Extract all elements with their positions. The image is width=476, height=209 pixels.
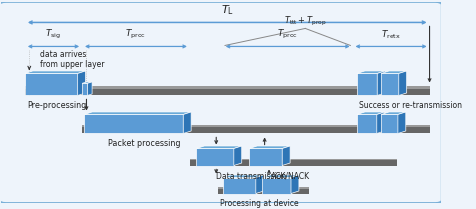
Polygon shape bbox=[399, 71, 407, 96]
Polygon shape bbox=[25, 71, 86, 73]
Polygon shape bbox=[357, 112, 385, 115]
Bar bbox=[357, 73, 377, 96]
Text: $T_\mathrm{ttt} + T_\mathrm{prop}$: $T_\mathrm{ttt} + T_\mathrm{prop}$ bbox=[284, 15, 327, 28]
Text: $T_\mathrm{proc}$: $T_\mathrm{proc}$ bbox=[125, 28, 147, 41]
Text: Pre-processing: Pre-processing bbox=[27, 102, 86, 111]
Polygon shape bbox=[234, 146, 242, 166]
Polygon shape bbox=[381, 71, 407, 73]
Text: $T_\mathrm{proc}$: $T_\mathrm{proc}$ bbox=[277, 28, 298, 41]
Bar bbox=[25, 87, 429, 89]
Polygon shape bbox=[377, 71, 385, 96]
Polygon shape bbox=[256, 175, 264, 194]
Text: Processing at device: Processing at device bbox=[220, 199, 298, 208]
Polygon shape bbox=[249, 146, 290, 149]
Polygon shape bbox=[262, 175, 299, 177]
Polygon shape bbox=[84, 112, 191, 115]
Bar bbox=[357, 115, 377, 134]
Text: Data transmission: Data transmission bbox=[216, 172, 287, 181]
Bar bbox=[262, 177, 291, 194]
Text: ACK/NACK: ACK/NACK bbox=[271, 172, 310, 181]
Polygon shape bbox=[88, 82, 92, 96]
Text: $T_\mathrm{retx}$: $T_\mathrm{retx}$ bbox=[381, 29, 401, 41]
FancyBboxPatch shape bbox=[0, 2, 442, 203]
Polygon shape bbox=[197, 146, 242, 149]
Bar bbox=[25, 87, 429, 96]
Bar bbox=[197, 149, 234, 166]
Bar bbox=[84, 115, 183, 134]
Bar bbox=[223, 177, 256, 194]
Polygon shape bbox=[357, 71, 385, 73]
Polygon shape bbox=[78, 71, 86, 96]
Bar bbox=[82, 125, 429, 134]
Bar bbox=[218, 187, 308, 189]
Polygon shape bbox=[282, 146, 290, 166]
Bar bbox=[82, 83, 88, 96]
Text: Packet processing: Packet processing bbox=[109, 139, 181, 148]
Bar bbox=[25, 73, 78, 96]
Bar bbox=[190, 158, 397, 166]
Bar bbox=[249, 149, 282, 166]
Text: Success or re-transmission: Success or re-transmission bbox=[359, 102, 462, 111]
Polygon shape bbox=[377, 112, 385, 134]
Text: data arrives
from upper layer: data arrives from upper layer bbox=[40, 50, 105, 69]
Bar bbox=[82, 125, 429, 127]
Polygon shape bbox=[223, 175, 264, 177]
Polygon shape bbox=[82, 82, 92, 83]
Bar bbox=[190, 158, 397, 160]
Text: $T_\mathrm{sig}$: $T_\mathrm{sig}$ bbox=[46, 28, 61, 41]
Bar bbox=[381, 115, 398, 134]
Bar bbox=[218, 187, 308, 194]
Polygon shape bbox=[291, 175, 299, 194]
Polygon shape bbox=[381, 112, 406, 115]
Text: $T_\mathrm{L}$: $T_\mathrm{L}$ bbox=[221, 4, 234, 17]
Polygon shape bbox=[183, 112, 191, 134]
Polygon shape bbox=[398, 112, 406, 134]
Bar bbox=[381, 73, 399, 96]
